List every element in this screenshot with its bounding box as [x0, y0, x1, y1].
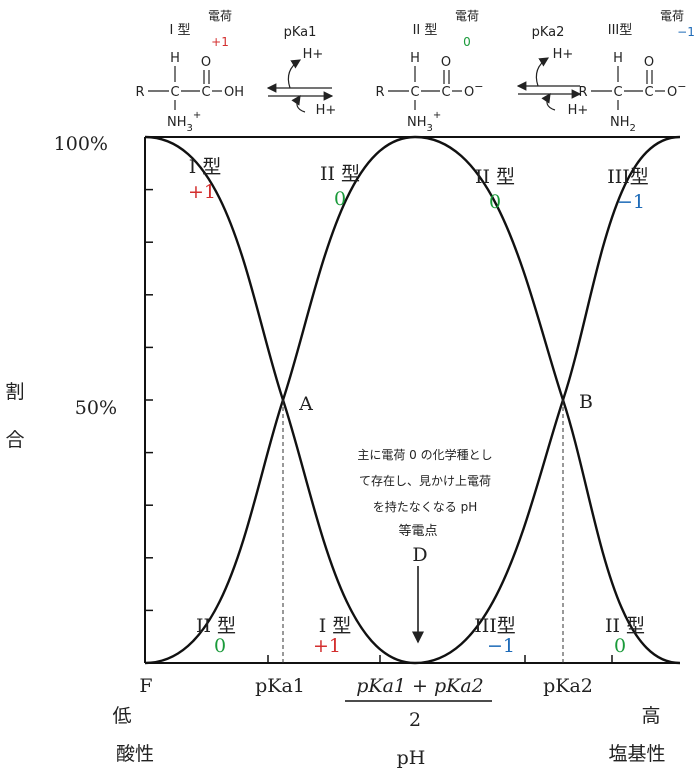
- charge: −1: [677, 25, 695, 39]
- y-axis-label: 割: [5, 381, 24, 403]
- ticks: [145, 188, 613, 663]
- x-label: pKa1: [255, 675, 305, 697]
- charge-label: 0: [214, 635, 226, 657]
- species-label: III型: [474, 615, 516, 637]
- x-label: F: [139, 675, 152, 697]
- atom: NH: [167, 115, 187, 130]
- species-label: I 型: [189, 156, 222, 178]
- equilibrium-arrows: [266, 57, 582, 113]
- curve-type2: [144, 135, 681, 665]
- x-note: 酸性: [116, 743, 154, 765]
- point-label: B: [579, 391, 593, 413]
- charge-label: −1: [617, 191, 645, 213]
- atom: C: [441, 85, 450, 100]
- curves: [144, 135, 681, 702]
- x-note: 高: [641, 705, 660, 727]
- note: て存在し、見かけ上電荷: [359, 474, 491, 488]
- charge-label: 0: [489, 191, 501, 213]
- labels: I 型電荷+1II 型電荷0III型電荷−1pKa1H+H+pKa2H+H+HR…: [5, 9, 694, 769]
- curve-type3: [414, 135, 681, 665]
- proton: H+: [568, 103, 589, 118]
- species-type: III型: [608, 23, 633, 38]
- subscript: 3: [427, 123, 433, 134]
- atom: NH: [610, 115, 630, 130]
- charge-label: 0: [334, 188, 346, 210]
- point-label: A: [298, 393, 313, 415]
- species-type: I 型: [170, 23, 191, 38]
- species-label: I 型: [319, 615, 352, 637]
- atom: NH: [407, 115, 427, 130]
- superscript: −: [474, 80, 483, 93]
- atom-group: OH: [224, 85, 244, 100]
- atom-group: NH3+: [407, 110, 441, 134]
- atom: R: [135, 85, 144, 100]
- species-label: II 型: [196, 615, 236, 637]
- superscript: +: [193, 110, 201, 121]
- proton: H+: [316, 103, 337, 118]
- species-label: II 型: [475, 166, 515, 188]
- point-label: D: [412, 544, 427, 566]
- x-label: pKa1 + pKa2: [356, 675, 484, 697]
- atom: C: [170, 85, 179, 100]
- atom-group: O−: [464, 80, 483, 100]
- y-tick-label: 50%: [75, 397, 117, 419]
- atom: R: [578, 85, 587, 100]
- atom: O: [441, 55, 451, 70]
- atom-group: NH2: [610, 115, 636, 134]
- species-label: III型: [607, 166, 649, 188]
- atom: O: [644, 55, 654, 70]
- species-label: II 型: [320, 163, 360, 185]
- atom: C: [201, 85, 210, 100]
- atom: H: [410, 51, 420, 66]
- x-label: 2: [409, 709, 421, 731]
- subscript: 2: [630, 123, 636, 134]
- charge-label: 0: [614, 635, 626, 657]
- atom: R: [375, 85, 384, 100]
- atom: C: [613, 85, 622, 100]
- atom-group: NH3+: [167, 110, 201, 134]
- proton: H+: [303, 47, 324, 62]
- x-label: pKa2: [543, 675, 593, 697]
- species-type: II 型: [413, 23, 438, 38]
- charge-title: 電荷: [208, 9, 232, 23]
- charge-label: −1: [487, 635, 515, 657]
- x-axis-label: pH: [397, 747, 426, 769]
- superscript: +: [433, 110, 441, 121]
- atom: C: [644, 85, 653, 100]
- pka-label: pKa2: [532, 25, 565, 40]
- charge: +1: [211, 35, 229, 49]
- atom: H: [613, 51, 623, 66]
- x-note: 低: [112, 705, 131, 727]
- atom: O: [667, 85, 677, 100]
- atom: OH: [224, 85, 244, 100]
- note: を持たなくなる pH: [373, 499, 477, 514]
- subscript: 3: [187, 123, 193, 134]
- note: 主に電荷 0 の化学種とし: [357, 447, 492, 462]
- superscript: −: [677, 80, 686, 93]
- charge-label: +1: [313, 635, 341, 657]
- proton: H+: [553, 47, 574, 62]
- pka-label: pKa1: [284, 25, 317, 40]
- y-axis-label: 合: [5, 429, 24, 451]
- charge-title: 電荷: [455, 9, 479, 23]
- plot-frame: [144, 136, 680, 664]
- atom: O: [201, 55, 211, 70]
- species-label: II 型: [605, 615, 645, 637]
- isoelectric-label: 等電点: [398, 523, 437, 539]
- charge-label: +1: [188, 181, 216, 203]
- x-note: 塩基性: [608, 743, 665, 765]
- curve-type1: [144, 135, 416, 665]
- atom-group: O−: [667, 80, 686, 100]
- atom: O: [464, 85, 474, 100]
- charge-title: 電荷: [660, 9, 684, 23]
- atom: C: [410, 85, 419, 100]
- charge: 0: [463, 35, 471, 49]
- y-tick-label: 100%: [54, 133, 108, 155]
- atom: H: [170, 51, 180, 66]
